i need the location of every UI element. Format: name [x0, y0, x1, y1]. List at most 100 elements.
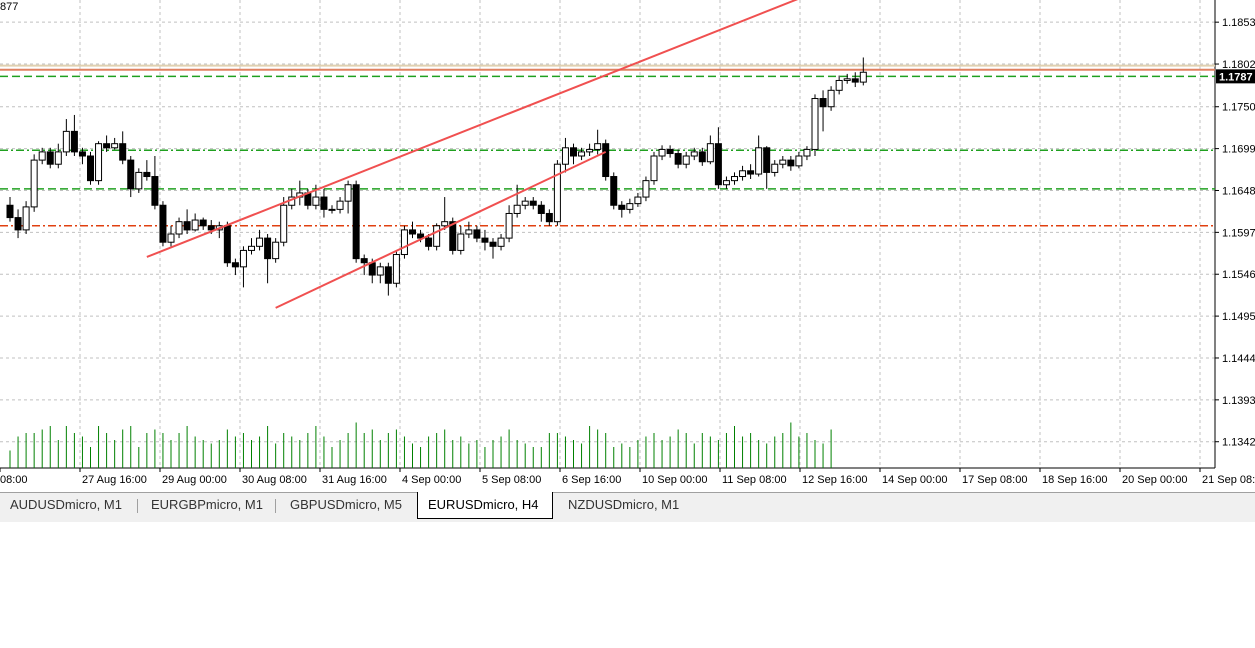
candle-body: [473, 229, 481, 239]
candle: [384, 262, 392, 296]
candle: [610, 172, 618, 210]
candle-body: [95, 143, 103, 182]
candle-body: [191, 219, 199, 231]
time-axis-label: 12 Sep 16:00: [802, 474, 867, 486]
candle-body: [666, 148, 674, 155]
tab-eurusdmicro-h4[interactable]: EURUSDmicro, H4: [417, 492, 553, 519]
candle: [642, 176, 650, 202]
candle-body: [400, 229, 408, 256]
candle-body: [851, 78, 859, 83]
candle-body: [763, 147, 771, 173]
candle: [690, 147, 698, 161]
candle: [658, 145, 666, 161]
time-axis-label: 17 Sep 08:00: [962, 474, 1027, 486]
price-axis-label: 1.1393: [1222, 395, 1255, 407]
candle: [231, 258, 239, 276]
candle-body: [312, 196, 320, 206]
candle: [272, 238, 280, 263]
candle: [135, 168, 143, 193]
candle-body: [545, 212, 553, 223]
candle: [674, 149, 682, 169]
price-axis-label: 1.1802: [1222, 59, 1255, 71]
candle: [553, 160, 561, 226]
candle-body: [352, 184, 360, 260]
price-axis-label: 1.1597: [1222, 227, 1255, 239]
candle: [698, 147, 706, 166]
candle-body: [739, 170, 747, 178]
candle-body: [320, 196, 328, 210]
candle-body: [344, 184, 352, 202]
candle-body: [119, 143, 127, 161]
candle: [561, 137, 569, 173]
candle-body: [714, 143, 722, 186]
candle-body: [819, 98, 827, 108]
candle: [835, 75, 843, 95]
candle: [264, 234, 272, 284]
candle: [433, 223, 441, 251]
candle-body: [811, 98, 819, 150]
time-axis-label: 10 Sep 00:00: [642, 474, 707, 486]
candle-body: [505, 212, 513, 239]
candle: [827, 86, 835, 111]
candle-body: [529, 200, 537, 206]
channel-trendline: [146, 61, 639, 258]
candle: [127, 156, 135, 198]
tab-audusdmicro-m1[interactable]: AUDUSDmicro, M1: [10, 497, 122, 512]
candle-body: [183, 221, 191, 231]
candle: [143, 160, 151, 181]
candle-body: [111, 143, 119, 149]
tab-eurgbpmicro-m1[interactable]: EURGBPmicro, M1: [151, 497, 263, 512]
candle: [87, 151, 94, 185]
candle: [336, 197, 344, 214]
candle-body: [537, 204, 545, 214]
candle: [457, 225, 465, 255]
candle-body: [417, 233, 425, 239]
candle-body: [634, 196, 642, 205]
candle: [425, 234, 433, 251]
candle: [159, 201, 167, 247]
candle-body: [70, 130, 78, 153]
candle-body: [207, 225, 215, 231]
candle-body: [481, 237, 489, 243]
candle-body: [143, 171, 151, 178]
candle: [521, 197, 529, 210]
candle: [666, 145, 674, 158]
time-axis-label: 4 Sep 00:00: [402, 474, 461, 486]
candle: [819, 90, 827, 132]
candle-body: [392, 254, 400, 284]
candle: [46, 147, 54, 169]
candle-body: [843, 78, 851, 81]
candle-body: [376, 266, 384, 276]
candle-body: [127, 159, 135, 190]
time-axis-label: 5 Sep 08:00: [482, 474, 541, 486]
candle: [352, 180, 360, 263]
candle: [859, 57, 867, 86]
candle-body: [30, 159, 38, 208]
tab-gbpusdmicro-m5[interactable]: GBPUSDmicro, M5: [290, 497, 402, 512]
candle-body: [706, 143, 714, 163]
candle: [722, 176, 730, 189]
candle-body: [328, 208, 336, 211]
candle: [795, 151, 803, 169]
candle: [38, 147, 46, 165]
candle: [239, 246, 247, 288]
candle: [529, 197, 537, 210]
candle-body: [368, 262, 376, 276]
candle-body: [489, 241, 497, 247]
candle-body: [827, 89, 835, 108]
candle-body: [38, 151, 46, 161]
tab-nzdusdmicro-m1[interactable]: NZDUSDmicro, M1: [568, 497, 680, 512]
channel-trendline-extension: [637, 0, 799, 64]
candle: [248, 238, 255, 255]
chart-tab-bar: AUDUSDmicro, M1 EURGBPmicro, M1 GBPUSDmi…: [0, 492, 1255, 522]
chart-canvas[interactable]: 1.1853 1.1802 1.1750 1.1699 1.1648 1.1597 1.15…: [0, 0, 1255, 492]
candle: [634, 192, 642, 207]
price-chart[interactable]: 1.1853 1.1802 1.1750 1.1699 1.1648 1.1597 1.15…: [0, 0, 1255, 492]
candle-body: [336, 200, 344, 210]
candle-body: [199, 219, 207, 227]
time-axis-label: 29 Aug 00:00: [162, 474, 227, 486]
candle-body: [594, 143, 602, 150]
candle: [505, 205, 513, 243]
candle-body: [384, 266, 392, 284]
candle: [578, 147, 586, 161]
